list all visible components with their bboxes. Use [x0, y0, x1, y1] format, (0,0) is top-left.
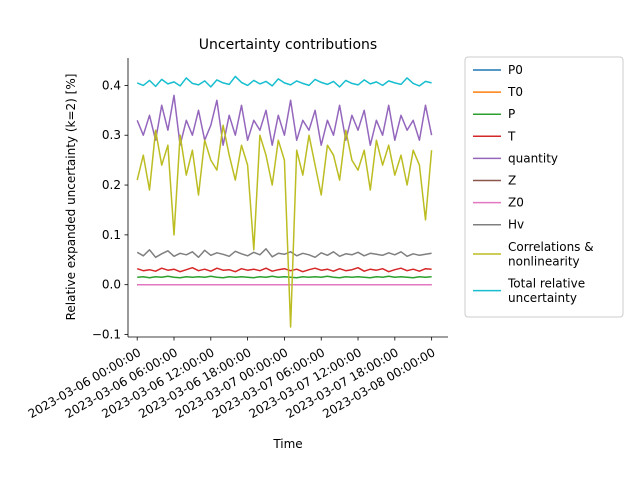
legend-label-4: quantity	[508, 151, 558, 165]
legend-label-5: Z	[508, 174, 516, 188]
series-line-4	[136, 94, 433, 146]
series-lines	[136, 75, 433, 328]
legend-box	[464, 56, 624, 318]
y-ticks: −0.1 0.0 0.1 0.2 0.3 0.4	[92, 78, 128, 342]
y-tick-label: 0.2	[102, 178, 121, 192]
series-line-3	[136, 266, 432, 273]
series-line-7	[136, 248, 432, 259]
legend-label-2: P	[508, 107, 515, 121]
y-tick-label: 0.3	[102, 128, 121, 142]
series-line-9	[136, 75, 432, 88]
legend-label-8: Correlations & nonlinearity	[508, 240, 594, 268]
legend-label-1: T0	[507, 85, 523, 99]
x-axis-label: Time	[272, 437, 302, 451]
legend-label-0: P0	[508, 63, 523, 77]
series-line-8	[136, 124, 433, 328]
legend-label-9: Total relative uncertainty	[507, 276, 585, 305]
y-axis-label: Relative expanded uncertainty (k=2) [%]	[64, 74, 78, 321]
series-line-2	[137, 275, 432, 279]
legend-label-3: T	[507, 129, 516, 143]
y-tick-label: 0.1	[102, 228, 121, 242]
chart-title: Uncertainty contributions	[199, 37, 377, 53]
y-tick-label: 0.4	[102, 78, 121, 92]
y-tick-label: 0.0	[102, 278, 121, 292]
legend-label-7: Hv	[508, 218, 524, 232]
y-tick-label: −0.1	[92, 328, 121, 342]
legend-label-6: Z0	[508, 196, 524, 210]
